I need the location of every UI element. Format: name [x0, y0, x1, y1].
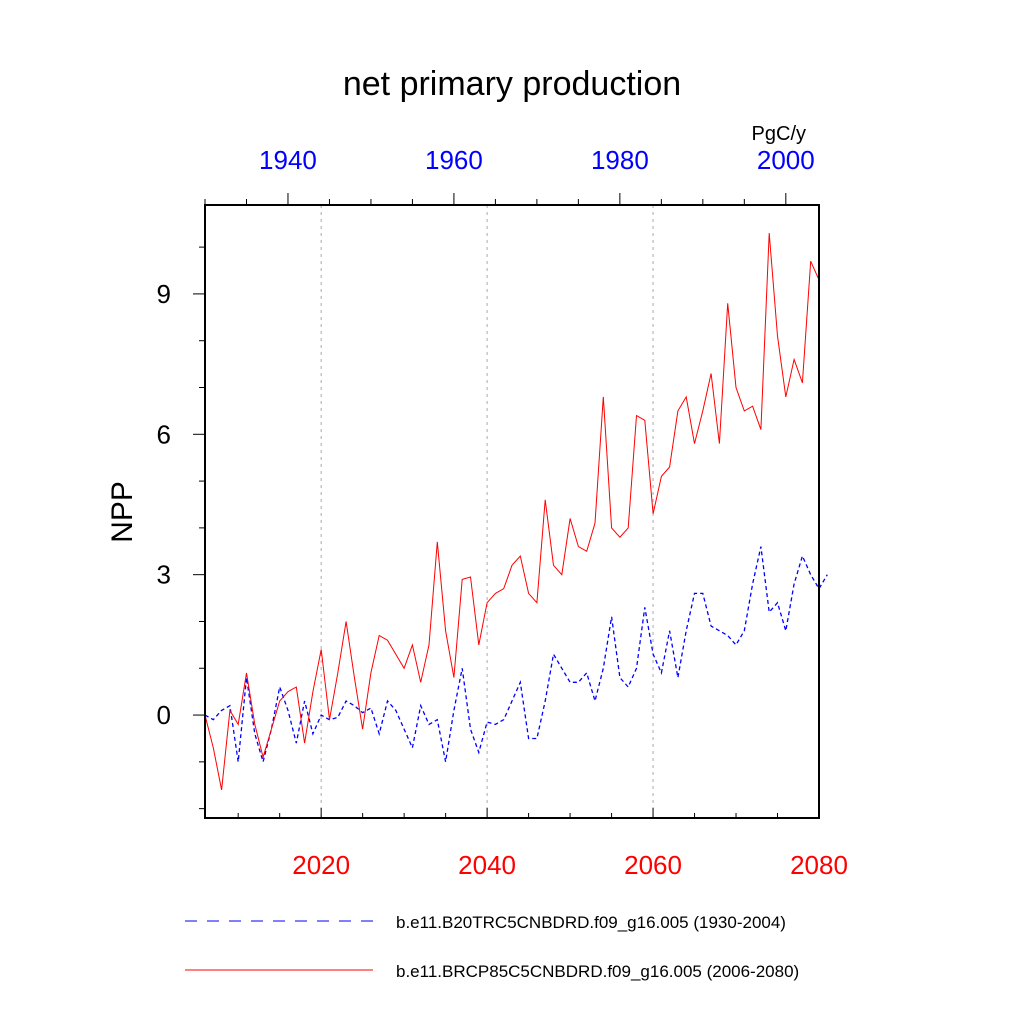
bottom-tick-label: 2040: [458, 850, 516, 880]
top-tick-label: 1960: [425, 145, 483, 175]
top-tick-label: 1940: [259, 145, 317, 175]
axis-ticks: [193, 193, 820, 818]
bottom-tick-label: 2060: [624, 850, 682, 880]
y-tick-label: 6: [157, 419, 171, 449]
plot-frame: [204, 204, 820, 819]
legend-label-historical: b.e11.B20TRC5CNBDRD.f09_g16.005 (1930-20…: [396, 913, 786, 932]
series-line-historical: [204, 546, 828, 765]
y-tick-label: 3: [157, 560, 171, 590]
y-tick-label: 9: [157, 279, 171, 309]
units-label: PgC/y: [752, 123, 806, 145]
top-tick-label: 1980: [591, 145, 649, 175]
series-line-rcp85: [204, 233, 820, 790]
top-tick-label: 2000: [757, 145, 815, 175]
series-lines: [204, 233, 828, 790]
y-axis-label: NPP: [106, 481, 139, 543]
legend: b.e11.B20TRC5CNBDRD.f09_g16.005 (1930-20…: [185, 913, 799, 981]
grid-lines: [320, 205, 654, 818]
y-tick-label: 0: [157, 700, 171, 730]
chart-title: net primary production: [343, 65, 681, 103]
axis-tick-labels: 2020 2040 2060 2080 1940 1960 1980 2000 0 3 6 9: [157, 145, 848, 880]
bottom-tick-label: 2020: [292, 850, 350, 880]
legend-label-rcp85: b.e11.BRCP85C5CNBDRD.f09_g16.005 (2006-2…: [396, 962, 799, 981]
bottom-tick-label: 2080: [790, 850, 848, 880]
